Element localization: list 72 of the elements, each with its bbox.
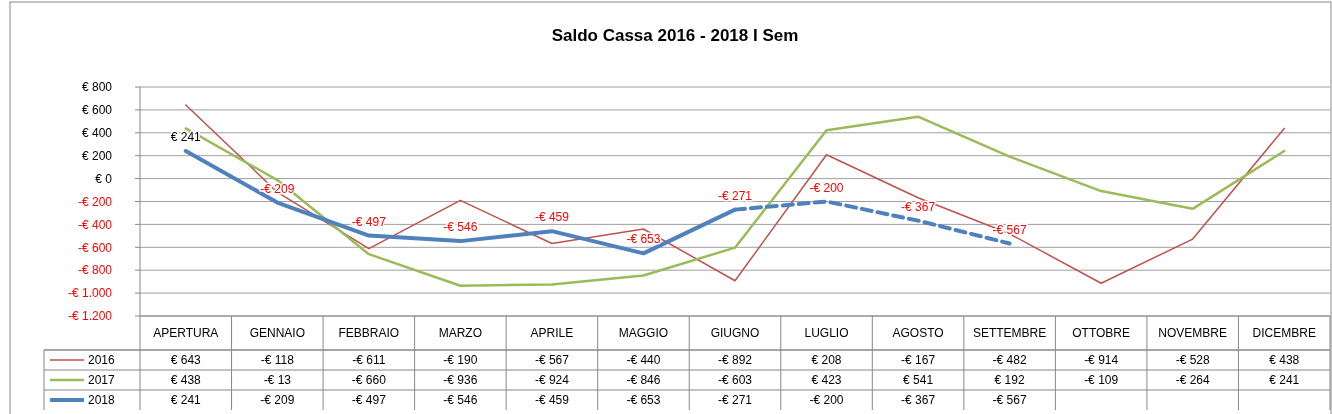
data-label: € 541 bbox=[903, 373, 934, 388]
data-label: -€ 611 bbox=[352, 353, 386, 368]
y-tick-label: -€ 1.200 bbox=[67, 309, 113, 324]
data-label: € 208 bbox=[811, 353, 842, 368]
text: -€ 200 bbox=[809, 393, 844, 408]
data-label: -€ 264 bbox=[1175, 373, 1211, 388]
legend-label: 2017 bbox=[88, 373, 116, 388]
x-tick-label: DICEMBRE bbox=[1252, 326, 1316, 341]
y-tick-label: € 600 bbox=[81, 103, 113, 118]
data-label: -€ 528 bbox=[1175, 353, 1211, 368]
y-tick-label: -€ 800 bbox=[77, 263, 113, 278]
data-label: -€ 660 bbox=[351, 373, 387, 388]
y-tick-label: € 800 bbox=[81, 80, 113, 95]
data-label: -€ 567 bbox=[534, 353, 570, 368]
data-label: -€ 482 bbox=[992, 353, 1027, 368]
legend-label: 2018 bbox=[88, 393, 116, 408]
x-tick-label: MARZO bbox=[438, 326, 483, 341]
text: -€ 546 bbox=[443, 220, 478, 235]
x-tick-label: OTTOBRE bbox=[1072, 326, 1131, 341]
x-tick-label: SETTEMBRE bbox=[972, 326, 1047, 341]
x-tick-label: APRILE bbox=[530, 326, 574, 341]
x-tick-label: GENNAIO bbox=[249, 326, 305, 341]
data-label: -€ 200 bbox=[809, 180, 844, 195]
y-tick-label: -€ 400 bbox=[77, 217, 113, 232]
data-label: -€ 497 bbox=[351, 393, 387, 408]
data-label: € 438 bbox=[1269, 353, 1300, 368]
text: -€ 367 bbox=[901, 393, 936, 408]
data-label: -€ 109 bbox=[1084, 373, 1119, 388]
y-tick-label: -€ 600 bbox=[77, 240, 113, 255]
chart-title: Saldo Cassa 2016 - 2018 I Sem bbox=[551, 26, 799, 45]
y-tick-label: € 400 bbox=[81, 126, 113, 140]
data-label: -€ 118 bbox=[260, 353, 295, 368]
data-label: € 423 bbox=[811, 373, 842, 388]
data-label: -€ 924 bbox=[534, 373, 570, 388]
data-label: -€ 546 bbox=[443, 393, 478, 408]
data-label: € 241 bbox=[170, 393, 202, 408]
data-label: -€ 892 bbox=[717, 353, 753, 368]
data-label: -€ 271 bbox=[717, 393, 753, 408]
data-label: € 241 bbox=[1269, 373, 1300, 388]
text: € 241 bbox=[170, 130, 201, 145]
data-label: € 643 bbox=[170, 353, 202, 368]
data-label: -€ 914 bbox=[1084, 353, 1119, 368]
x-tick-label: LUGLIO bbox=[804, 326, 849, 341]
x-tick-label: MAGGIO bbox=[618, 326, 669, 341]
x-tick-label: APERTURA bbox=[153, 326, 219, 341]
y-tick-label: € 200 bbox=[81, 148, 113, 163]
text: -€ 567 bbox=[992, 393, 1027, 408]
x-tick-label: GIUGNO bbox=[710, 326, 760, 341]
data-label: -€ 653 bbox=[626, 393, 661, 408]
text: -€ 653 bbox=[626, 232, 661, 247]
text: -€ 271 bbox=[717, 188, 753, 203]
data-label: -€ 846 bbox=[626, 373, 661, 388]
data-label: -€ 367 bbox=[901, 199, 936, 214]
text: -€ 497 bbox=[351, 214, 386, 229]
data-label: -€ 13 bbox=[263, 373, 292, 388]
data-label: -€ 167 bbox=[901, 353, 936, 368]
x-tick-label: NOVEMBRE bbox=[1158, 326, 1228, 341]
text: -€ 459 bbox=[534, 210, 569, 225]
data-label: € 438 bbox=[170, 373, 202, 388]
data-label: -€ 190 bbox=[443, 353, 478, 368]
data-label: -€ 440 bbox=[626, 353, 661, 368]
y-tick-label: -€ 200 bbox=[77, 194, 113, 209]
data-label: -€ 459 bbox=[534, 393, 570, 408]
x-tick-label: FEBBRAIO bbox=[338, 326, 400, 341]
data-label: -€ 209 bbox=[260, 393, 295, 408]
y-tick-label: € 0 bbox=[95, 171, 113, 186]
y-tick-label: -€ 1.000 bbox=[67, 286, 113, 301]
legend-label: 2016 bbox=[88, 353, 116, 368]
data-label: -€ 603 bbox=[717, 373, 753, 388]
x-tick-label: AGOSTO bbox=[892, 326, 944, 341]
data-label: -€ 936 bbox=[443, 373, 478, 388]
data-label: € 192 bbox=[994, 373, 1025, 388]
